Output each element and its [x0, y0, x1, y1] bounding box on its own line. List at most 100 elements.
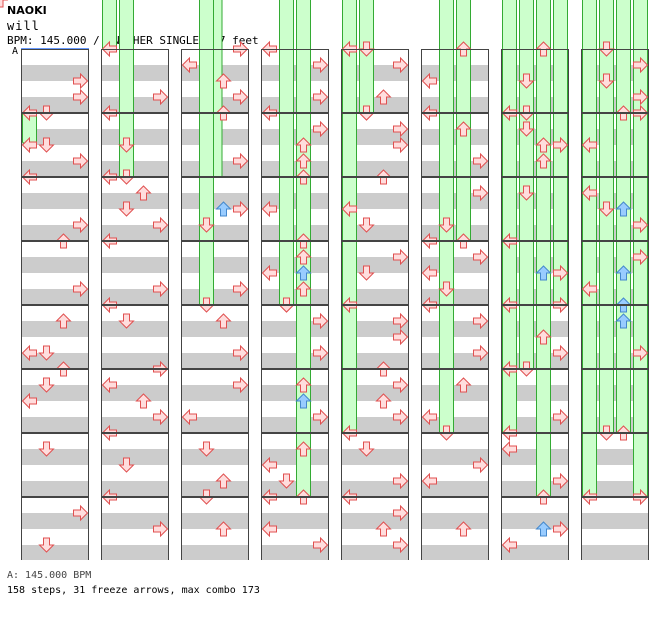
- step-arrow-down: [38, 537, 55, 553]
- beat-stripe: [581, 481, 649, 497]
- measure-frame: [421, 241, 489, 305]
- step-arrow-left: [421, 72, 437, 90]
- beat-stripe: [501, 385, 569, 401]
- step-arrow-right: [313, 344, 329, 362]
- step-arrow-up: [135, 393, 152, 409]
- measure-frame: [261, 113, 329, 177]
- step-arrow-down: [118, 137, 135, 153]
- measure-frame: [501, 177, 569, 241]
- freeze-arrow-down: [519, 0, 534, 370]
- beat-stripe: [581, 385, 649, 401]
- step-arrow-left: [501, 536, 517, 554]
- beat-stripe: [421, 289, 489, 305]
- beat-stripe: [21, 129, 89, 145]
- measure-frame: [421, 305, 489, 369]
- step-arrow-right: [313, 56, 329, 74]
- measure-frame: [181, 369, 249, 433]
- beat-stripe: [21, 289, 89, 305]
- beat-stripe: [261, 481, 329, 497]
- step-arrow-up: [215, 473, 232, 489]
- step-arrow-right: [73, 216, 89, 234]
- beat-stripe: [341, 161, 409, 177]
- measure-frame: [581, 177, 649, 241]
- step-arrow-right: [393, 120, 409, 138]
- beat-stripe: [181, 289, 249, 305]
- step-arrow-right: [393, 312, 409, 330]
- beat-stripe: [21, 481, 89, 497]
- beat-stripe: [581, 225, 649, 241]
- beat-stripe: [261, 65, 329, 81]
- beat-stripe: [261, 257, 329, 273]
- step-arrow-right: [313, 120, 329, 138]
- freeze-arrow-down: [199, 0, 214, 306]
- step-arrow-up: [535, 137, 552, 153]
- step-arrow-right: [633, 88, 649, 106]
- step-arrow-right: [393, 408, 409, 426]
- step-arrow-down: [118, 201, 135, 217]
- beat-stripe: [181, 257, 249, 273]
- step-arrow-right: [633, 56, 649, 74]
- beat-stripe: [101, 481, 169, 497]
- step-arrow-right: [153, 88, 169, 106]
- step-arrow-left: [21, 136, 37, 154]
- beat-stripe: [501, 65, 569, 81]
- beat-stripe: [341, 513, 409, 529]
- step-arrow-down: [438, 281, 455, 297]
- chart-summary: 158 steps, 31 freeze arrows, max combo 1…: [7, 585, 260, 596]
- beat-stripe: [581, 289, 649, 305]
- measure-frame: [421, 433, 489, 497]
- step-arrow-up: [215, 313, 232, 329]
- measure-frame: [501, 369, 569, 433]
- step-arrow-right: [313, 88, 329, 106]
- measure-frame: [341, 241, 409, 305]
- beat-stripe: [421, 257, 489, 273]
- beat-stripe: [101, 129, 169, 145]
- step-arrow-up: [295, 441, 312, 457]
- beat-stripe: [261, 225, 329, 241]
- beat-stripe: [501, 225, 569, 241]
- step-arrow-up: [215, 73, 232, 89]
- step-arrow-right: [73, 88, 89, 106]
- step-arrow-up: [375, 393, 392, 409]
- measure-frame: [261, 369, 329, 433]
- beat-stripe: [581, 449, 649, 465]
- measure-frame: [101, 113, 169, 177]
- step-arrow-right: [233, 88, 249, 106]
- step-arrow-right: [73, 280, 89, 298]
- measure-frame: [21, 433, 89, 497]
- step-arrow-left: [421, 472, 437, 490]
- step-arrow-right: [233, 280, 249, 298]
- step-arrow-right: [473, 456, 489, 474]
- beat-stripe: [181, 385, 249, 401]
- step-arrow-right: [233, 376, 249, 394]
- beat-stripe: [181, 513, 249, 529]
- beat-stripe: [21, 353, 89, 369]
- measure-frame: [21, 49, 89, 113]
- beat-stripe: [581, 65, 649, 81]
- measure-frame: [341, 497, 409, 560]
- beat-stripe: [181, 545, 249, 560]
- measure-frame: [501, 49, 569, 113]
- beat-stripe: [421, 513, 489, 529]
- step-arrow-down: [198, 441, 215, 457]
- step-arrow-down: [358, 217, 375, 233]
- measure-frame: [581, 241, 649, 305]
- step-arrow-down: [598, 201, 615, 217]
- step-arrow-down: [518, 73, 535, 89]
- measure-frame: [101, 49, 169, 113]
- beat-stripe: [181, 417, 249, 433]
- beat-stripe: [341, 449, 409, 465]
- beat-stripe: [581, 129, 649, 145]
- beat-stripe: [581, 193, 649, 209]
- measure-frame: [261, 497, 329, 560]
- beat-stripe: [341, 481, 409, 497]
- freeze-head-undefined: [0, 0, 9, 8]
- measure-frame: [501, 305, 569, 369]
- beat-stripe: [421, 193, 489, 209]
- step-arrow-up: [135, 185, 152, 201]
- beat-stripe: [101, 545, 169, 560]
- step-arrow-left: [181, 408, 197, 426]
- beat-stripe: [261, 417, 329, 433]
- step-arrow-right: [313, 408, 329, 426]
- artist-name: NAOKI: [7, 4, 47, 17]
